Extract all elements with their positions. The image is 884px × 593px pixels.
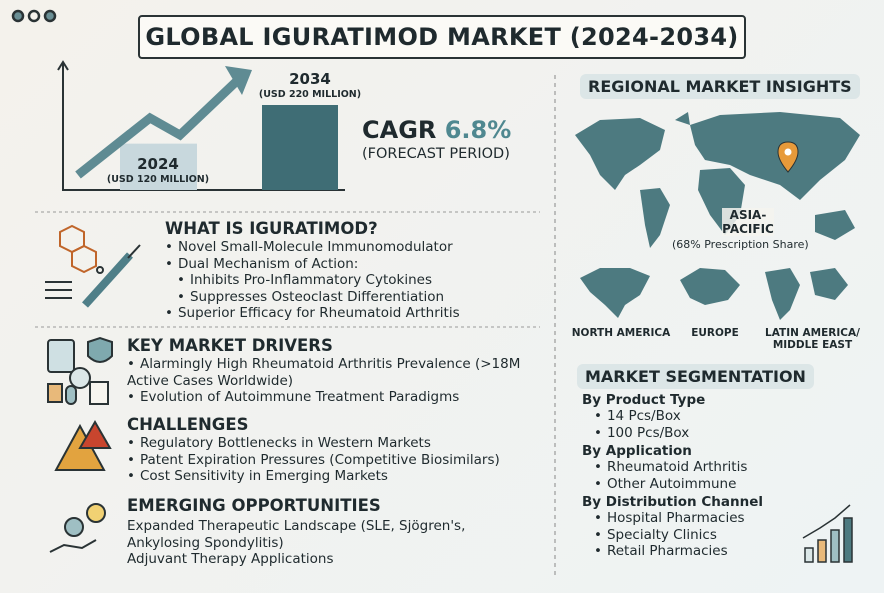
highlight-region: ASIA-PACIFIC	[722, 208, 774, 236]
bullet-list: 14 Pcs/Box100 Pcs/Box	[582, 408, 763, 441]
bullet: Regulatory Bottlenecks in Western Market…	[127, 435, 500, 452]
text-line: Expanded Therapeutic Landscape (SLE, Sjö…	[127, 518, 466, 551]
bullet-list: Rheumatoid ArthritisOther Autoimmune	[582, 459, 763, 492]
growth-arrow	[75, 66, 252, 179]
bar	[120, 143, 197, 190]
section-title: MARKET SEGMENTATION	[577, 364, 814, 389]
growth-icon	[802, 504, 853, 563]
bullet: Rheumatoid Arthritis	[582, 459, 763, 476]
section-title: REGIONAL MARKET INSIGHTS	[580, 74, 860, 99]
growth-bars	[120, 105, 338, 190]
driver-icons	[47, 336, 113, 405]
region-maps	[580, 268, 848, 320]
molecule-icon	[45, 224, 141, 308]
highlight-note: (68% Prescription Share)	[672, 238, 809, 251]
bullet: Other Autoimmune	[582, 476, 763, 493]
segment-heading: By Application	[582, 443, 692, 459]
section-title: KEY MARKET DRIVERS	[127, 336, 333, 355]
bullet: Superior Efficacy for Rheumatoid Arthrit…	[165, 305, 460, 322]
bullet: 100 Pcs/Box	[582, 425, 763, 442]
bullet: Patent Expiration Pressures (Competitive…	[127, 452, 500, 469]
world-map	[575, 112, 860, 248]
bullet: Retail Pharmacies	[582, 543, 763, 560]
bullet-list: Novel Small-Molecule ImmunomodulatorDual…	[165, 239, 460, 322]
bullet-list: Hospital PharmaciesSpecialty ClinicsReta…	[582, 510, 763, 560]
bullet: Cost Sensitivity in Emerging Markets	[127, 468, 500, 485]
bar-value-label: (USD 220 MILLION)	[258, 89, 362, 100]
text-line: Adjuvant Therapy Applications	[127, 551, 334, 567]
cagr-label: CAGR	[362, 116, 437, 144]
section-title: WHAT IS IGURATIMOD?	[165, 219, 378, 238]
bullet: Hospital Pharmacies	[582, 510, 763, 527]
segment-heading: By Distribution Channel	[582, 494, 763, 510]
bullet: Dual Mechanism of Action:	[165, 256, 460, 273]
bullet: Alarmingly High Rheumatoid Arthritis Pre…	[127, 356, 537, 389]
region-label: LATIN AMERICA/ MIDDLE EAST	[765, 327, 860, 351]
bullet: 14 Pcs/Box	[582, 408, 763, 425]
section-title: EMERGING OPPORTUNITIES	[127, 496, 381, 515]
text-list: Expanded Therapeutic Landscape (SLE, Sjö…	[127, 518, 537, 568]
sub-bullet: Suppresses Osteoclast Differentiation	[165, 289, 460, 306]
title: GLOBAL IGURATIMOD MARKET (2024-2034)	[138, 15, 746, 59]
chart-axes	[57, 60, 345, 191]
cagr-note: (FORECAST PERIOD)	[362, 146, 510, 162]
sub-bullet: Inhibits Pro-Inflammatory Cytokines	[165, 272, 460, 289]
cagr-value: 6.8%	[444, 116, 512, 144]
bullet: Evolution of Autoimmune Treatment Paradi…	[127, 389, 537, 406]
bullet-list: Alarmingly High Rheumatoid Arthritis Pre…	[127, 356, 537, 406]
decor-dots	[11, 9, 57, 23]
bullet: Specialty Clinics	[582, 527, 763, 544]
bar	[262, 105, 338, 190]
region-label: EUROPE	[691, 327, 739, 339]
cagr: CAGR 6.8%	[362, 116, 511, 144]
region-label: NORTH AMERICA	[571, 327, 671, 339]
segment-heading: By Product Type	[582, 392, 706, 408]
section-title: CHALLENGES	[127, 415, 249, 434]
bar-year: 2024	[137, 155, 179, 173]
opportunity-icons	[49, 503, 106, 553]
bullet: Novel Small-Molecule Immunomodulator	[165, 239, 460, 256]
bar-value-label: (USD 120 MILLION)	[106, 174, 210, 185]
warning-icons	[54, 419, 112, 471]
bar-year: 2034	[289, 70, 331, 88]
map-pin	[777, 141, 799, 173]
bullet-list: Regulatory Bottlenecks in Western Market…	[127, 435, 500, 485]
